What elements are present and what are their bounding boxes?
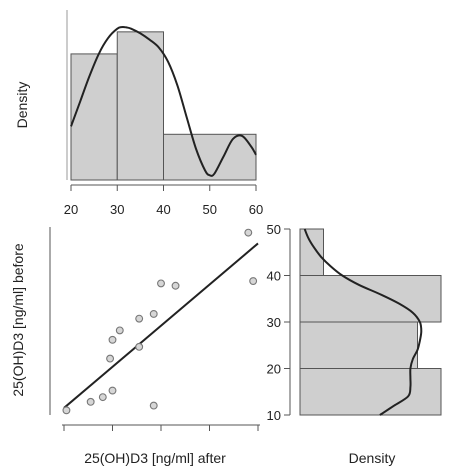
top-bar-1 bbox=[116, 31, 164, 181]
right-bar-2 bbox=[299, 275, 442, 323]
scatter-point-7 bbox=[135, 342, 144, 351]
scatter-point-9 bbox=[149, 310, 158, 318]
scatter-point-10 bbox=[149, 401, 158, 410]
top-histogram-panel: 20 30 40 50 60 Density bbox=[14, 10, 263, 217]
top-x-ticks: 20 30 40 50 60 bbox=[64, 185, 263, 217]
scatter-point-12 bbox=[171, 281, 180, 290]
regression-line bbox=[63, 242, 259, 409]
right-histogram-panel: 10 20 30 40 50 Density bbox=[267, 222, 442, 466]
top-bar-2 bbox=[163, 133, 257, 181]
right-bar-3 bbox=[299, 228, 324, 276]
scatter-point-13 bbox=[244, 228, 253, 237]
right-y-tick-label-3: 40 bbox=[267, 269, 281, 284]
right-y-tick-label-1: 20 bbox=[267, 362, 281, 377]
scatter-panel: 25(OH)D3 [ng/ml] before 25(OH)D3 [ng/ml]… bbox=[10, 227, 260, 466]
right-y-tick-label-2: 30 bbox=[267, 315, 281, 330]
top-x-tick-label-2: 40 bbox=[156, 202, 170, 217]
scatter-point-11 bbox=[157, 279, 165, 288]
top-y-axis-label: Density bbox=[14, 82, 30, 129]
right-y-tick-label-0: 10 bbox=[267, 408, 281, 423]
top-histogram-bars bbox=[70, 31, 257, 181]
scatter-point-2 bbox=[98, 393, 107, 402]
scatter-point-6 bbox=[115, 326, 124, 335]
scatter-point-8 bbox=[135, 314, 144, 323]
top-bar-0 bbox=[70, 53, 118, 181]
scatter-points bbox=[62, 228, 258, 415]
top-x-tick-label-1: 30 bbox=[110, 202, 124, 217]
scatter-point-1 bbox=[86, 397, 95, 406]
top-x-tick-label-4: 60 bbox=[249, 202, 263, 217]
right-bar-1 bbox=[299, 321, 418, 369]
top-x-tick-label-0: 20 bbox=[64, 202, 78, 217]
scatter-point-0 bbox=[62, 406, 71, 415]
scatter-point-14 bbox=[249, 277, 258, 285]
scatter-x-axis-label: 25(OH)D3 [ng/ml] after bbox=[84, 450, 226, 466]
scatter-x-ticks bbox=[63, 425, 259, 431]
right-density-curve bbox=[303, 228, 423, 416]
right-y-tick-label-4: 50 bbox=[267, 222, 281, 237]
right-histogram-bars bbox=[299, 228, 442, 416]
right-bar-0 bbox=[299, 368, 442, 416]
scatter-point-4 bbox=[106, 354, 115, 363]
top-density-curve bbox=[70, 26, 257, 177]
scatter-point-5 bbox=[108, 335, 117, 344]
scatter-point-3 bbox=[108, 386, 117, 395]
top-x-tick-label-3: 50 bbox=[203, 202, 217, 217]
right-y-ticks: 10 20 30 40 50 bbox=[267, 222, 290, 423]
scatter-y-axis-label: 25(OH)D3 [ng/ml] before bbox=[10, 243, 26, 396]
right-x-axis-label: Density bbox=[349, 450, 396, 466]
